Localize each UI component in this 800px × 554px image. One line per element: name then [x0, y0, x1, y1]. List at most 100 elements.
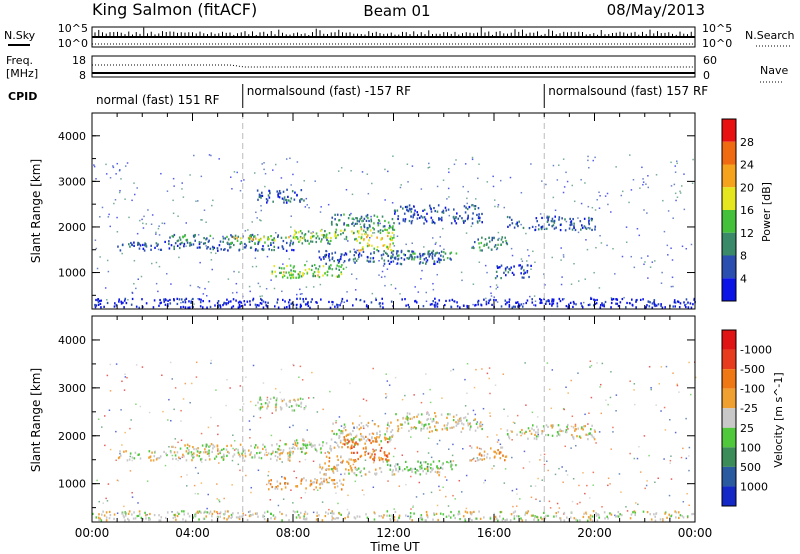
echo-cell — [452, 415, 455, 418]
scatter-echo — [249, 437, 251, 439]
scatter-echo — [418, 481, 421, 484]
scatter-echo — [497, 206, 499, 208]
scatter-echo — [682, 447, 684, 450]
colorbar-swatch — [722, 119, 736, 142]
scatter-echo — [562, 407, 565, 410]
echo-cell — [179, 243, 182, 246]
echo-cell — [283, 267, 285, 270]
nsky-trace — [94, 27, 692, 37]
echo-cell — [642, 298, 644, 301]
echo-cell — [238, 453, 241, 456]
echo-cell — [380, 238, 382, 241]
echo-cell — [163, 298, 165, 301]
echo-cell — [282, 247, 285, 251]
echo-cell — [293, 439, 296, 443]
echo-cell — [425, 412, 428, 416]
echo-cell — [587, 221, 590, 224]
scatter-echo — [106, 259, 109, 262]
echo-cell — [539, 297, 541, 301]
echo-cell — [365, 304, 368, 307]
echo-cell — [338, 219, 340, 222]
echo-cell — [277, 234, 280, 237]
scatter-echo — [577, 231, 580, 234]
echo-cell — [510, 266, 513, 269]
echo-cell — [487, 246, 490, 249]
scatter-echo — [354, 289, 357, 291]
echo-cell — [414, 467, 417, 470]
scatter-echo — [511, 489, 514, 492]
echo-cell — [186, 443, 189, 446]
scatter-echo — [614, 273, 616, 275]
echo-cell — [98, 513, 100, 516]
scatter-echo — [560, 259, 562, 261]
scatter-echo — [105, 163, 107, 166]
echo-cell — [335, 267, 338, 270]
echo-cell — [353, 224, 355, 227]
echo-cell — [391, 515, 394, 519]
echo-cell — [369, 260, 372, 263]
echo-cell — [353, 445, 355, 448]
echo-cell — [242, 512, 244, 515]
echo-cell — [510, 513, 513, 516]
echo-cell — [388, 514, 391, 517]
echo-cell — [206, 247, 208, 250]
echo-cell — [386, 455, 389, 458]
echo-cell — [315, 240, 318, 244]
scatter-echo — [242, 403, 245, 405]
scatter-echo — [672, 217, 674, 219]
echo-cell — [588, 216, 590, 220]
echo-cell — [350, 445, 353, 448]
echo-cell — [685, 305, 687, 309]
scatter-echo — [539, 213, 542, 215]
scatter-echo — [120, 409, 122, 411]
echo-cell — [473, 205, 476, 208]
echo-cell — [326, 238, 328, 241]
echo-cell — [454, 216, 457, 220]
y-tick-label: 3000 — [58, 382, 86, 395]
scatter-echo — [354, 480, 357, 483]
echo-cell — [331, 467, 333, 471]
echo-cell — [153, 513, 156, 517]
scatter-echo — [572, 477, 575, 480]
echo-cell — [266, 201, 268, 204]
echo-cell — [300, 402, 302, 405]
echo-cell — [354, 517, 357, 520]
echo-cell — [98, 518, 100, 522]
scatter-echo — [442, 227, 444, 230]
echo-cell — [347, 462, 350, 465]
scatter-echo — [200, 175, 203, 178]
power-ylabel: Slant Range [km] — [29, 159, 43, 263]
scatter-echo — [118, 169, 121, 172]
echo-cell — [363, 217, 366, 220]
echo-cell — [433, 262, 436, 265]
scatter-echo — [231, 459, 234, 462]
echo-cell — [432, 221, 435, 224]
scatter-echo — [97, 418, 100, 420]
echo-cell — [438, 252, 441, 255]
scatter-echo — [316, 411, 319, 413]
echo-cell — [551, 304, 553, 307]
echo-cell — [452, 215, 455, 218]
echo-cell — [471, 519, 473, 522]
echo-cell — [581, 426, 583, 429]
echo-cell — [249, 300, 251, 303]
echo-cell — [330, 264, 332, 267]
echo-cell — [339, 439, 342, 442]
scatter-echo — [135, 403, 137, 405]
scatter-echo — [676, 162, 678, 165]
scatter-echo — [439, 236, 442, 238]
echo-cell — [466, 304, 468, 308]
echo-cell — [407, 469, 410, 472]
echo-cell — [530, 514, 533, 517]
echo-cell — [118, 298, 121, 301]
echo-cell — [366, 226, 369, 230]
scatter-echo — [115, 173, 117, 175]
scatter-echo — [155, 282, 158, 285]
scatter-echo — [633, 266, 636, 269]
echo-cell — [208, 445, 210, 448]
x-axis-label: Time UT — [369, 540, 420, 554]
echo-cell — [196, 450, 199, 453]
echo-cell — [462, 423, 465, 426]
echo-cell — [394, 510, 397, 514]
scatter-echo — [240, 180, 243, 182]
